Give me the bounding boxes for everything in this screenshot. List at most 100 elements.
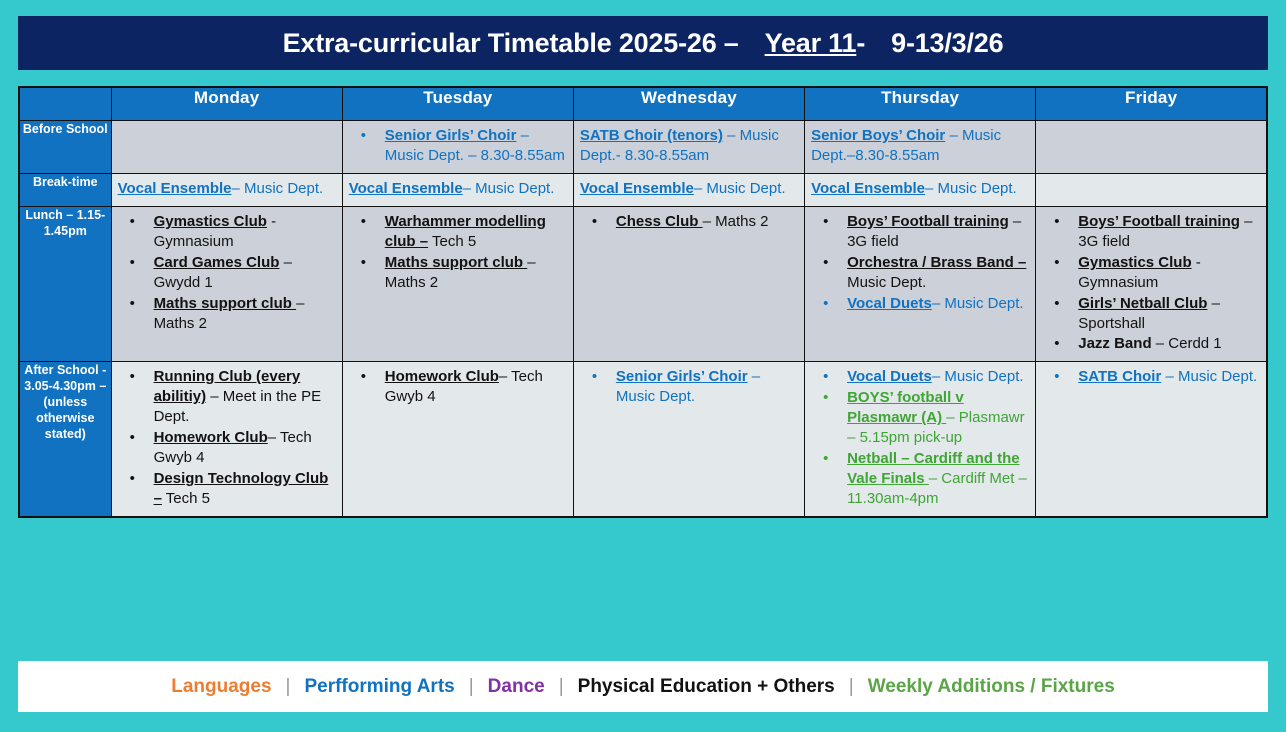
- activity-name: Jazz Band: [1078, 335, 1152, 353]
- legend-separator: |: [468, 675, 474, 697]
- activity-detail: - Gymnasium: [1078, 253, 1201, 291]
- row-label-2: Lunch – 1.15-1.45pm: [18, 205, 112, 363]
- activity-entry: • Boys’ Football training – 3G field: [1042, 212, 1260, 252]
- legend-separator: |: [848, 675, 854, 697]
- activity-detail: – Cardiff Met – 11.30am-4pm: [847, 470, 1027, 507]
- activity-entry: Vocal Ensemble– Music Dept.: [349, 179, 567, 199]
- entry-list: • Senior Girls’ Choir – Music Dept. – 8.3…: [349, 126, 567, 166]
- activity-detail: – Music Dept.: [931, 294, 1024, 312]
- bullet-icon: •: [129, 429, 135, 447]
- title-dash: -: [856, 27, 866, 58]
- cell-1-0: Vocal Ensemble– Music Dept.: [110, 172, 343, 207]
- entry-list: • Homework Club– Tech Gwyb 4: [349, 367, 567, 407]
- activity-entry: • BOYS’ football v Plasmawr (A) – Plasmaw…: [811, 388, 1029, 448]
- day-header-friday: Friday: [1035, 86, 1268, 121]
- bullet-icon: •: [360, 368, 366, 386]
- bullet-icon: •: [823, 389, 829, 407]
- activity-detail: – Music Dept.: [462, 179, 555, 197]
- entry-list: • SATB Choir – Music Dept.: [1042, 367, 1260, 387]
- activity-entry: • Senior Girls’ Choir – Music Dept.: [580, 367, 798, 407]
- activity-detail: – Music Dept.: [615, 368, 761, 406]
- entry-list: Vocal Ensemble– Music Dept.: [118, 179, 336, 199]
- activity-name: BOYS’ football v Plasmawr (A): [847, 389, 964, 427]
- activity-entry: • Girls’ Netball Club – Sportshall: [1042, 294, 1260, 334]
- activity-name: Vocal Duets: [847, 294, 932, 312]
- entry-list: • Vocal Duets– Music Dept. • BOYS’ football…: [811, 367, 1029, 509]
- activity-name: Maths support club: [153, 294, 297, 312]
- cell-2-1: • Warhammer modelling club – Tech 5 • Maths…: [341, 205, 574, 363]
- activity-name: Vocal Ensemble: [579, 179, 694, 197]
- activity-entry: • Warhammer modelling club – Tech 5: [349, 212, 567, 252]
- day-header-wednesday: Wednesday: [572, 86, 806, 121]
- timetable-row: Before School • Senior Girls’ Choir – Musi…: [18, 120, 1268, 174]
- activity-name: Homework Club: [153, 429, 268, 447]
- activity-entry: • Vocal Duets– Music Dept.: [811, 367, 1029, 387]
- activity-detail: – Music Dept.- 8.30-8.55am: [579, 127, 779, 164]
- cell-3-0: • Running Club (every abilitiy) – Meet in…: [110, 361, 343, 518]
- activity-name: Vocal Duets: [847, 368, 932, 386]
- timetable-body: Before School • Senior Girls’ Choir – Musi…: [18, 120, 1268, 518]
- activity-entry: • Chess Club – Maths 2: [580, 212, 798, 232]
- bullet-icon: •: [1054, 335, 1060, 353]
- activity-name: Homework Club: [384, 368, 499, 386]
- activity-name: Girls’ Netball Club: [1078, 294, 1208, 312]
- entry-list: Vocal Ensemble– Music Dept.: [580, 179, 798, 199]
- cell-0-2: SATB Choir (tenors) – Music Dept.- 8.30-…: [572, 120, 806, 174]
- activity-name: Design Technology Club –: [153, 470, 329, 507]
- bullet-icon: •: [360, 253, 366, 271]
- timetable-header-row: Monday Tuesday Wednesday Thursday Friday: [18, 86, 1268, 121]
- activity-name: Maths support club: [384, 253, 528, 271]
- bullet-icon: •: [1054, 294, 1060, 312]
- bullet-icon: •: [823, 212, 829, 230]
- activity-entry: • Running Club (every abilitiy) – Meet in…: [118, 367, 336, 427]
- page-title: Extra-curricular Timetable 2025-26 – Yea…: [18, 16, 1268, 70]
- cell-1-1: Vocal Ensemble– Music Dept.: [341, 172, 574, 207]
- cell-0-1: • Senior Girls’ Choir – Music Dept. – 8.3…: [341, 120, 574, 174]
- bullet-icon: •: [823, 368, 829, 386]
- activity-detail: – Maths 2: [384, 253, 536, 291]
- cell-1-4: [1035, 172, 1268, 207]
- legend-item-physical-education-others: Physical Education + Others: [577, 675, 835, 697]
- activity-detail: – Sportshall: [1078, 294, 1220, 332]
- bullet-icon: •: [129, 212, 135, 230]
- bullet-icon: •: [1054, 253, 1060, 271]
- activity-detail: – Music Dept.: [1161, 368, 1258, 386]
- legend-bar: Languages | Perfforming Arts | Dance | Physica…: [18, 661, 1268, 712]
- legend-item-weekly-additions-fixtures: Weekly Additions / Fixtures: [867, 675, 1115, 697]
- cell-2-2: • Chess Club – Maths 2: [572, 205, 806, 363]
- activity-entry: • Maths support club – Maths 2: [349, 253, 567, 293]
- bullet-icon: •: [360, 127, 366, 144]
- bullet-icon: •: [823, 294, 829, 312]
- activity-name: Boys’ Football training: [1078, 212, 1240, 230]
- bullet-icon: •: [823, 450, 829, 468]
- activity-entry: SATB Choir (tenors) – Music Dept.- 8.30-…: [580, 126, 798, 166]
- bullet-icon: •: [129, 253, 135, 271]
- activity-detail: – Tech Gwyb 4: [384, 368, 543, 406]
- activity-entry: • Jazz Band – Cerdd 1: [1042, 334, 1260, 354]
- activity-name: Senior Boys’ Choir: [811, 127, 946, 144]
- entry-list: • Boys’ Football training – 3G field • Orch…: [811, 212, 1029, 314]
- cell-3-4: • SATB Choir – Music Dept.: [1035, 361, 1268, 518]
- activity-name: Senior Girls’ Choir: [384, 127, 517, 144]
- bullet-icon: •: [129, 368, 135, 386]
- activity-name: Gymastics Club: [153, 212, 267, 230]
- bullet-icon: •: [823, 253, 829, 271]
- legend-item-perfforming-arts: Perfforming Arts: [304, 675, 455, 697]
- bullet-icon: •: [129, 294, 135, 312]
- title-main-text: Extra-curricular Timetable 2025-26 –: [282, 27, 739, 58]
- activity-name: Boys’ Football training: [847, 212, 1009, 230]
- row-label-3: After School - 3.05-4.30pm – (unless oth…: [18, 361, 112, 518]
- activity-entry: • Design Technology Club – Tech 5: [118, 469, 336, 509]
- entry-list: SATB Choir (tenors) – Music Dept.- 8.30-…: [580, 126, 798, 166]
- title-date-range: 9-13/3/26: [891, 27, 1004, 58]
- day-header-thursday: Thursday: [804, 86, 1037, 121]
- cell-0-4: [1035, 120, 1268, 174]
- activity-entry: Vocal Ensemble– Music Dept.: [118, 179, 336, 199]
- activity-detail: – Maths 2: [153, 294, 305, 332]
- timetable-row: After School - 3.05-4.30pm – (unless oth…: [18, 361, 1268, 518]
- activity-entry: • Maths support club – Maths 2: [118, 294, 336, 334]
- cell-3-2: • Senior Girls’ Choir – Music Dept.: [572, 361, 806, 518]
- activity-name: Vocal Ensemble: [117, 179, 232, 197]
- entry-list: Vocal Ensemble– Music Dept.: [349, 179, 567, 199]
